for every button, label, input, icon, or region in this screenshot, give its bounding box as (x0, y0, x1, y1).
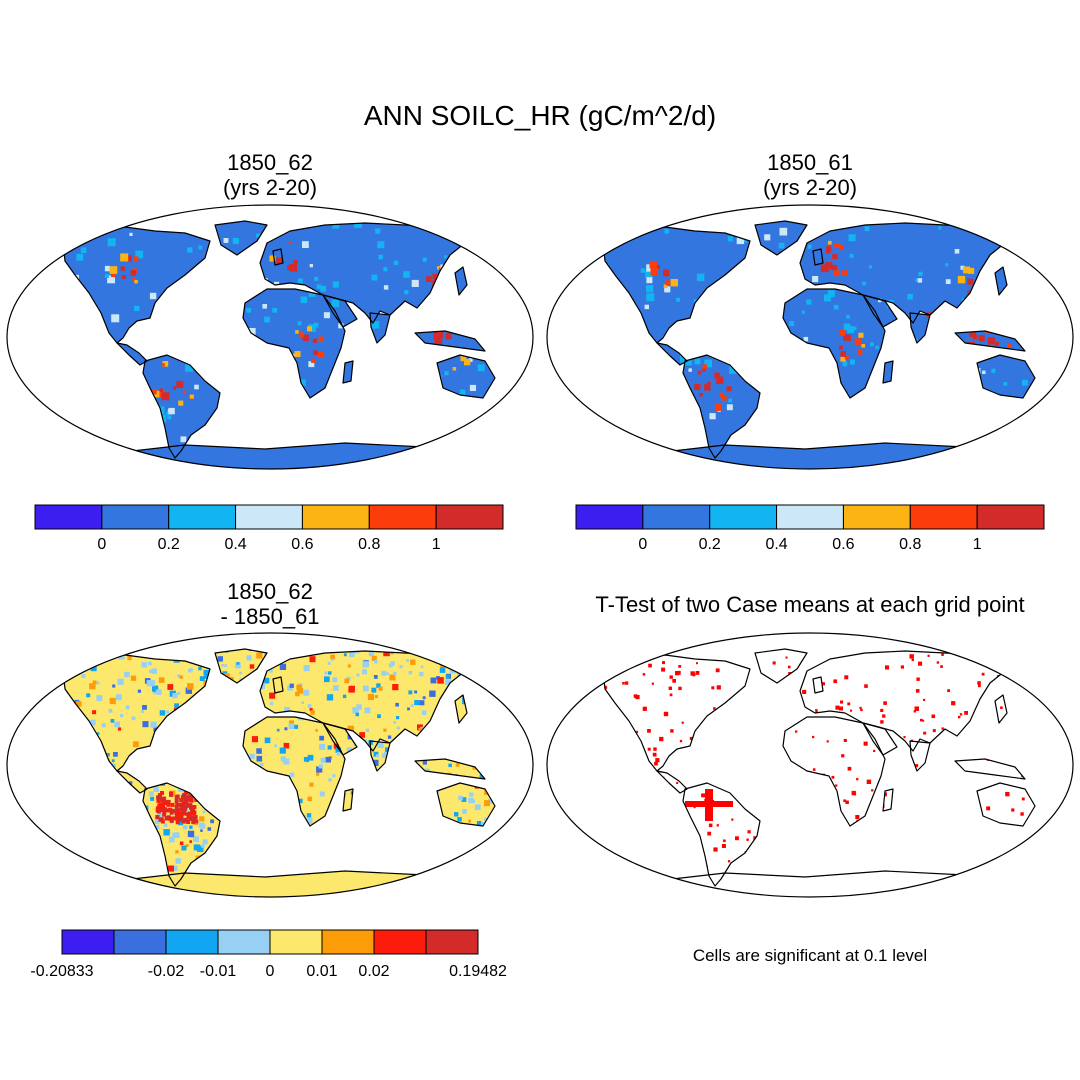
colorbar-swatch (435, 504, 504, 530)
colorbar-tick-label: 0.6 (832, 536, 854, 553)
colorbar-swatch (976, 504, 1045, 530)
colorbar-tick-label: 0.8 (358, 536, 380, 553)
colorbar-case1: 0 0.2 0.4 0.6 0.8 1 (34, 504, 504, 553)
colorbar-case2: 0 0.2 0.4 0.6 0.8 1 (575, 504, 1045, 553)
colorbar-diff-swatch (113, 929, 167, 955)
colorbar-tick-label: 0 (638, 536, 647, 553)
colorbar-tick-label: 1 (432, 536, 441, 553)
colorbar-tick-label: 1 (973, 536, 982, 553)
colorbar-tick-label: 0.2 (158, 536, 180, 553)
panel-title-diff-line2: - 1850_61 (220, 604, 320, 629)
panel-title-case1-line2: (yrs 2-20) (222, 175, 318, 200)
figure-title: ANN SOILC_HR (gC/m^2/d) (363, 100, 717, 131)
colorbar-swatch (101, 504, 170, 530)
significance-note: Cells are significant at 0.1 level (692, 946, 928, 965)
colorbar-swatch (709, 504, 778, 530)
colorbar-swatch (909, 504, 978, 530)
colorbar-diff-swatch (321, 929, 375, 955)
colorbar-diff-swatch (269, 929, 323, 955)
colorbar-swatch (301, 504, 370, 530)
colorbar-diff-swatch (165, 929, 219, 955)
colorbar-tick-label: 0.4 (765, 536, 787, 553)
colorbar-tick-label: 0 (97, 536, 106, 553)
colorbar-diff-tick-label: 0.02 (358, 963, 389, 980)
panel-title-case1-line1: 1850_62 (227, 150, 313, 175)
panel-title-diff-line1: 1850_62 (227, 579, 313, 604)
panel-title-case2-line2: (yrs 2-20) (762, 175, 858, 200)
colorbar-diff-tick-label: 0.01 (306, 963, 337, 980)
colorbar-swatch (642, 504, 711, 530)
map-case2 (546, 204, 1074, 470)
colorbar-diff-swatch (61, 929, 115, 955)
panel-title-ttest: T-Test of two Case means at each grid po… (540, 592, 1080, 617)
colorbar-diff-swatch (373, 929, 427, 955)
panel-title-diff: 1850_62 - 1850_61 (70, 579, 470, 629)
colorbar-swatch (575, 504, 644, 530)
colorbar-swatch (235, 504, 303, 530)
colorbar-diff: -0.20833 -0.02 -0.01 0 0.01 0.02 0.19482 (30, 929, 507, 980)
map-ttest (546, 632, 1074, 898)
colorbar-tick-label: 0.6 (291, 536, 313, 553)
colorbar-tick-label: 0.8 (899, 536, 921, 553)
colorbar-diff-tick-label: -0.02 (148, 963, 185, 980)
panel-title-case1: 1850_62 (yrs 2-20) (70, 150, 470, 200)
colorbar-tick-label: 0.2 (699, 536, 721, 553)
colorbar-tick-label: 0.4 (224, 536, 246, 553)
colorbar-diff-tick-label: 0.19482 (449, 963, 507, 980)
map-diff (6, 632, 534, 898)
colorbar-swatch (776, 504, 844, 530)
colorbar-diff-swatch (425, 929, 479, 955)
colorbar-swatch (368, 504, 437, 530)
colorbar-swatch (168, 504, 237, 530)
colorbar-diff-swatch (217, 929, 271, 955)
panel-title-case2: 1850_61 (yrs 2-20) (610, 150, 1010, 200)
colorbar-swatch (34, 504, 103, 530)
panel-title-ttest-line1: T-Test of two Case means at each grid po… (595, 592, 1025, 617)
colorbar-diff-tick-label: 0 (266, 963, 275, 980)
map-case1 (6, 204, 534, 470)
colorbar-swatch (842, 504, 911, 530)
colorbar-diff-tick-label: -0.20833 (30, 963, 93, 980)
panel-title-case2-line1: 1850_61 (767, 150, 853, 175)
colorbar-diff-tick-label: -0.01 (200, 963, 237, 980)
